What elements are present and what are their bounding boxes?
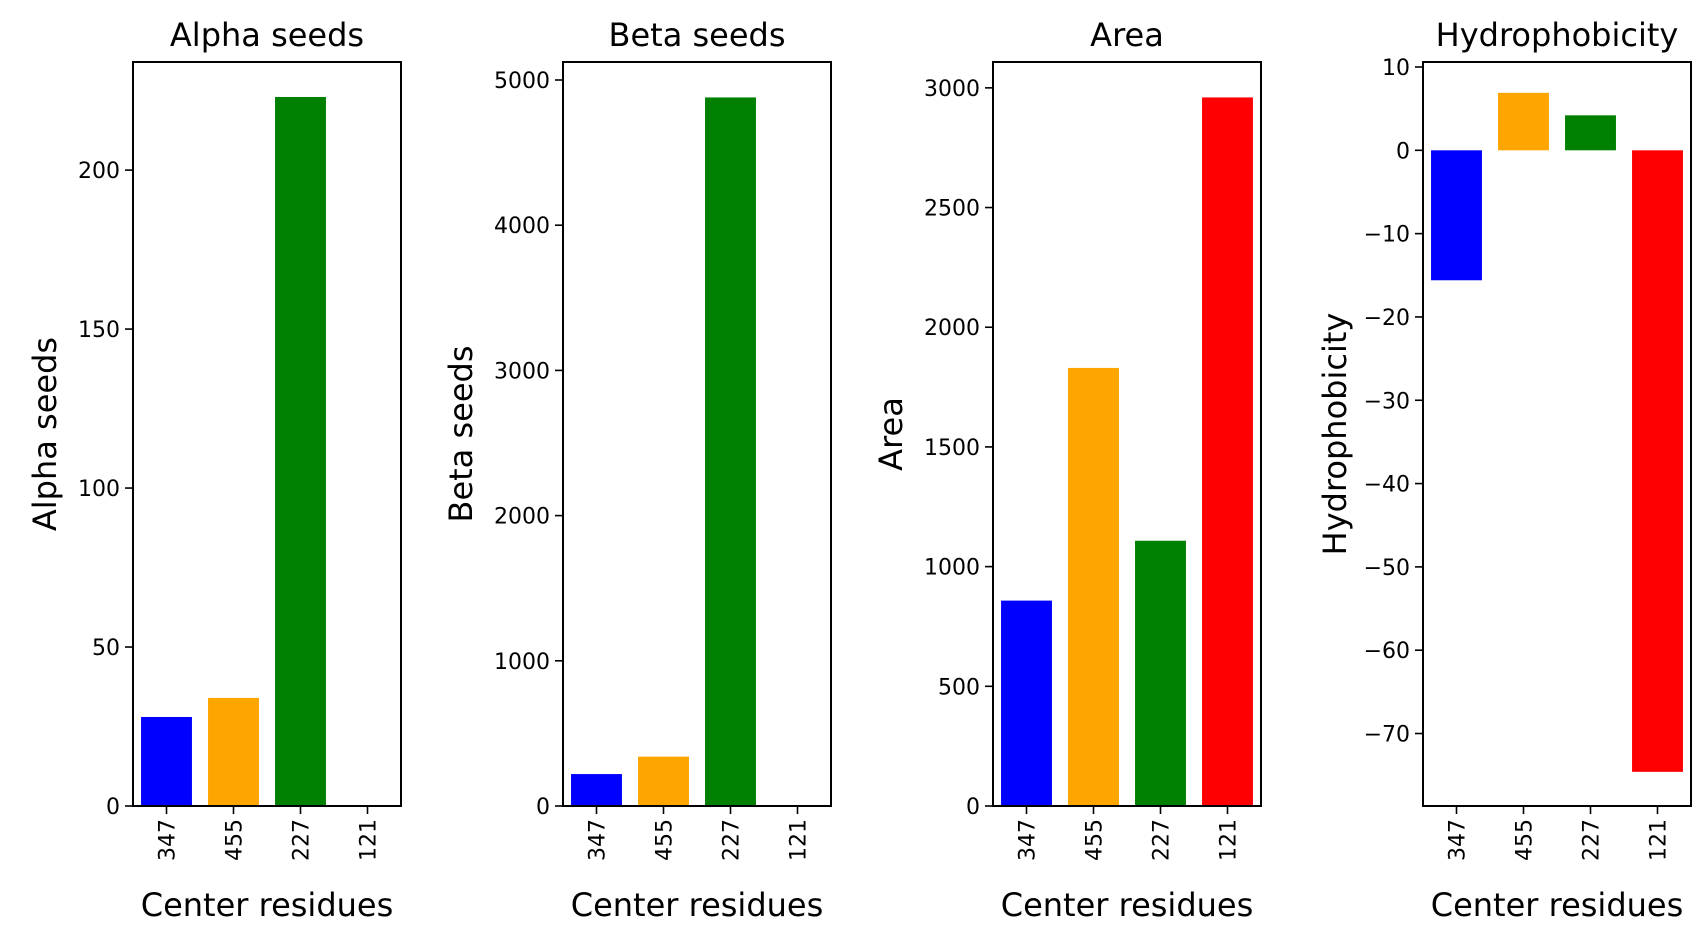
y-tick-label: 2000 (924, 316, 980, 341)
y-tick-label: 1000 (494, 650, 550, 675)
y-tick-label: 5000 (494, 69, 550, 94)
y-tick-label: −50 (1364, 556, 1410, 581)
subplot-3: 0 500 1000 1500 2000 2500 3000 347 455 227 121 Area… (872, 16, 1262, 924)
y-tick-label: 2000 (494, 505, 550, 530)
plot-frame (562, 61, 832, 807)
y-tick-label: 0 (1396, 139, 1410, 164)
bar-121 (1632, 150, 1683, 772)
y-axis-label: Hydrophobicity (1316, 313, 1354, 556)
plot-frame (992, 61, 1262, 807)
x-axis-label: Center residues (141, 886, 394, 924)
bar-347 (1001, 600, 1052, 806)
plot-frame (1422, 61, 1692, 807)
y-tick-label: 0 (966, 795, 980, 820)
x-tick-label: 347 (586, 819, 611, 861)
bar-455 (1498, 92, 1549, 151)
bar-227 (1135, 540, 1186, 806)
bar-347 (1431, 150, 1482, 281)
y-tick-label: 200 (78, 159, 120, 184)
y-tick-label: −70 (1364, 723, 1410, 748)
bar-347 (571, 774, 622, 806)
bar-455 (208, 697, 259, 806)
y-tick-label: 3000 (924, 77, 980, 102)
y-tick-label: 100 (78, 477, 120, 502)
subplot-title: Hydrophobicity (1436, 16, 1679, 54)
y-axis-label: Area (872, 397, 910, 471)
y-tick-label: 0 (106, 795, 120, 820)
subplot-4: 10 0 −10 −20 −30 −40 −50 −60 −70 347 455 227 121 Hydr… (1316, 16, 1692, 924)
y-tick-label: −30 (1364, 389, 1410, 414)
y-tick-label: −40 (1364, 473, 1410, 498)
subplot-1: 0 50 100 150 200 347 455 227 121 Alpha seeds Cente… (26, 16, 402, 924)
y-tick-label: −20 (1364, 306, 1410, 331)
subplot-2: 0 1000 2000 3000 4000 5000 347 455 227 121 Beta se… (442, 16, 832, 924)
x-tick-label: 455 (1083, 819, 1108, 861)
x-axis-label: Center residues (1431, 886, 1684, 924)
y-tick-label: 2500 (924, 197, 980, 222)
y-tick-label: 1000 (924, 556, 980, 581)
x-tick-label: 121 (1647, 819, 1672, 861)
x-tick-label: 455 (223, 819, 248, 861)
subplot-title: Area (1090, 16, 1164, 54)
y-axis-label: Alpha seeds (26, 337, 64, 531)
y-tick-label: 150 (78, 318, 120, 343)
bar-227 (1565, 115, 1616, 151)
y-tick-label: −10 (1364, 223, 1410, 248)
y-tick-label: 50 (92, 636, 120, 661)
x-tick-label: 227 (1150, 819, 1175, 861)
bar-455 (638, 756, 689, 806)
y-axis-label: Beta seeds (442, 346, 480, 523)
y-tick-label: 1500 (924, 436, 980, 461)
x-tick-label: 347 (1446, 819, 1471, 861)
subplot-title: Beta seeds (609, 16, 786, 54)
y-tick-label: 0 (536, 795, 550, 820)
y-tick-label: −60 (1364, 639, 1410, 664)
y-tick-label: 10 (1382, 56, 1410, 81)
bar-455 (1068, 367, 1119, 806)
x-tick-label: 227 (1580, 819, 1605, 861)
x-tick-label: 347 (156, 819, 181, 861)
x-tick-label: 121 (357, 819, 382, 861)
x-axis-label: Center residues (1001, 886, 1254, 924)
y-tick-label: 500 (938, 675, 980, 700)
y-tick-label: 4000 (494, 214, 550, 239)
x-tick-label: 455 (653, 819, 678, 861)
bar-227 (275, 96, 326, 807)
y-tick-label: 3000 (494, 359, 550, 384)
x-tick-label: 121 (1217, 819, 1242, 861)
plot-frame (132, 61, 402, 807)
x-axis-label: Center residues (571, 886, 824, 924)
x-tick-label: 347 (1016, 819, 1041, 861)
bar-227 (705, 97, 756, 807)
bar-347 (141, 716, 192, 806)
subplot-title: Alpha seeds (170, 16, 364, 54)
x-tick-label: 227 (290, 819, 315, 861)
x-tick-label: 455 (1513, 819, 1538, 861)
x-tick-label: 227 (720, 819, 745, 861)
bar-121 (1202, 97, 1253, 807)
x-tick-label: 121 (787, 819, 812, 861)
